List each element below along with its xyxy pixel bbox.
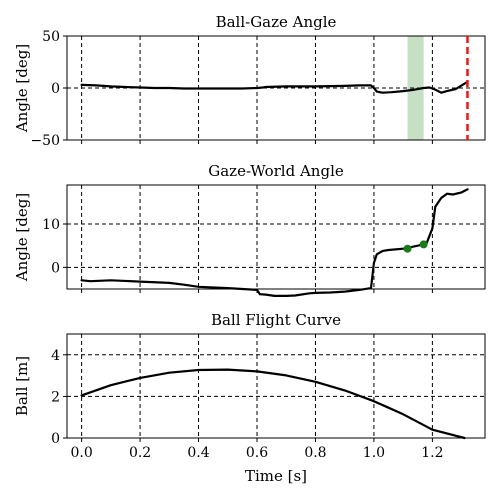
y-tick-label: 2 bbox=[51, 389, 60, 405]
y-tick-label: −50 bbox=[30, 133, 60, 149]
y-tick-label: 50 bbox=[42, 29, 60, 45]
y-axis-label: Ball [m] bbox=[13, 356, 31, 416]
x-tick-label: 0.6 bbox=[246, 445, 268, 461]
y-tick-label: 0 bbox=[51, 81, 60, 97]
y-axis-label: Angle [deg] bbox=[13, 193, 31, 282]
x-tick-label: 1.0 bbox=[363, 445, 385, 461]
x-axis-label: Time [s] bbox=[245, 467, 307, 485]
panel-2: 0 10 Gaze-World Angle Angle [deg] bbox=[13, 162, 486, 297]
panel-3: 0.0 0.2 0.4 0.6 0.8 1.0 1.2 0 2 4 Ball Flight Curv… bbox=[13, 311, 486, 485]
axes-frame bbox=[66, 333, 486, 439]
series-line-1 bbox=[80, 188, 469, 297]
y-axis-label: Angle [deg] bbox=[13, 44, 31, 133]
x-tick-label: 1.2 bbox=[421, 445, 443, 461]
data-point-marker bbox=[403, 244, 412, 253]
chart-title: Ball-Gaze Angle bbox=[216, 13, 337, 31]
panel-1: −50 0 50 Ball-Gaze Angle Angle [deg] bbox=[13, 13, 486, 149]
highlight-span bbox=[407, 36, 424, 140]
y-tick-label: 0 bbox=[51, 431, 60, 447]
y-tick-label: 10 bbox=[42, 217, 60, 233]
axes-frame bbox=[66, 184, 486, 290]
chart-title: Gaze-World Angle bbox=[208, 162, 344, 180]
series-line-1 bbox=[80, 80, 469, 94]
series-line-1 bbox=[80, 368, 466, 440]
x-tick-label: 0.0 bbox=[70, 445, 92, 461]
x-tick-label: 0.2 bbox=[129, 445, 151, 461]
x-tick-label: 0.8 bbox=[304, 445, 326, 461]
chart-title: Ball Flight Curve bbox=[211, 311, 341, 329]
y-tick-label: 4 bbox=[51, 348, 60, 364]
y-tick-label: 0 bbox=[51, 260, 60, 276]
data-point-marker bbox=[419, 240, 428, 249]
x-tick-label: 0.4 bbox=[187, 445, 209, 461]
